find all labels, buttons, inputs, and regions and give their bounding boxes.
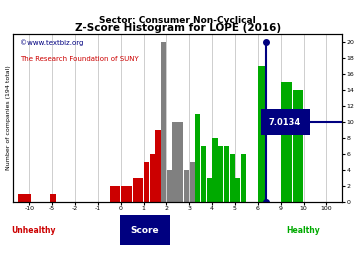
Bar (172, 122, 177, 202)
Bar (167, 170, 172, 202)
Bar (155, 130, 161, 202)
Bar (293, 90, 303, 202)
Text: 7.0134: 7.0134 (269, 117, 301, 127)
Title: Z-Score Histogram for LOPE (2016): Z-Score Histogram for LOPE (2016) (75, 23, 281, 33)
Text: The Research Foundation of SUNY: The Research Foundation of SUNY (20, 56, 139, 62)
Bar (132, 178, 143, 202)
Bar (18, 194, 31, 202)
Bar (212, 138, 218, 202)
Bar (161, 42, 166, 202)
Bar (184, 170, 189, 202)
Bar (144, 162, 149, 202)
Bar (281, 82, 292, 202)
Bar (224, 146, 229, 202)
Bar (149, 154, 155, 202)
Text: Sector: Consumer Non-Cyclical: Sector: Consumer Non-Cyclical (99, 16, 256, 25)
Text: Unhealthy: Unhealthy (11, 225, 55, 235)
Bar (110, 186, 120, 202)
Bar (178, 122, 183, 202)
Bar (207, 178, 212, 202)
Bar (235, 178, 240, 202)
Bar (121, 186, 132, 202)
Bar (241, 154, 246, 202)
Bar (189, 162, 195, 202)
Bar (195, 114, 201, 202)
Text: Healthy: Healthy (286, 225, 320, 235)
Bar (218, 146, 223, 202)
Text: Score: Score (131, 225, 159, 235)
Bar (201, 146, 206, 202)
Bar (230, 154, 235, 202)
Bar (258, 66, 265, 202)
Text: ©www.textbiz.org: ©www.textbiz.org (20, 39, 83, 46)
Bar (50, 194, 56, 202)
Y-axis label: Number of companies (194 total): Number of companies (194 total) (5, 66, 10, 170)
